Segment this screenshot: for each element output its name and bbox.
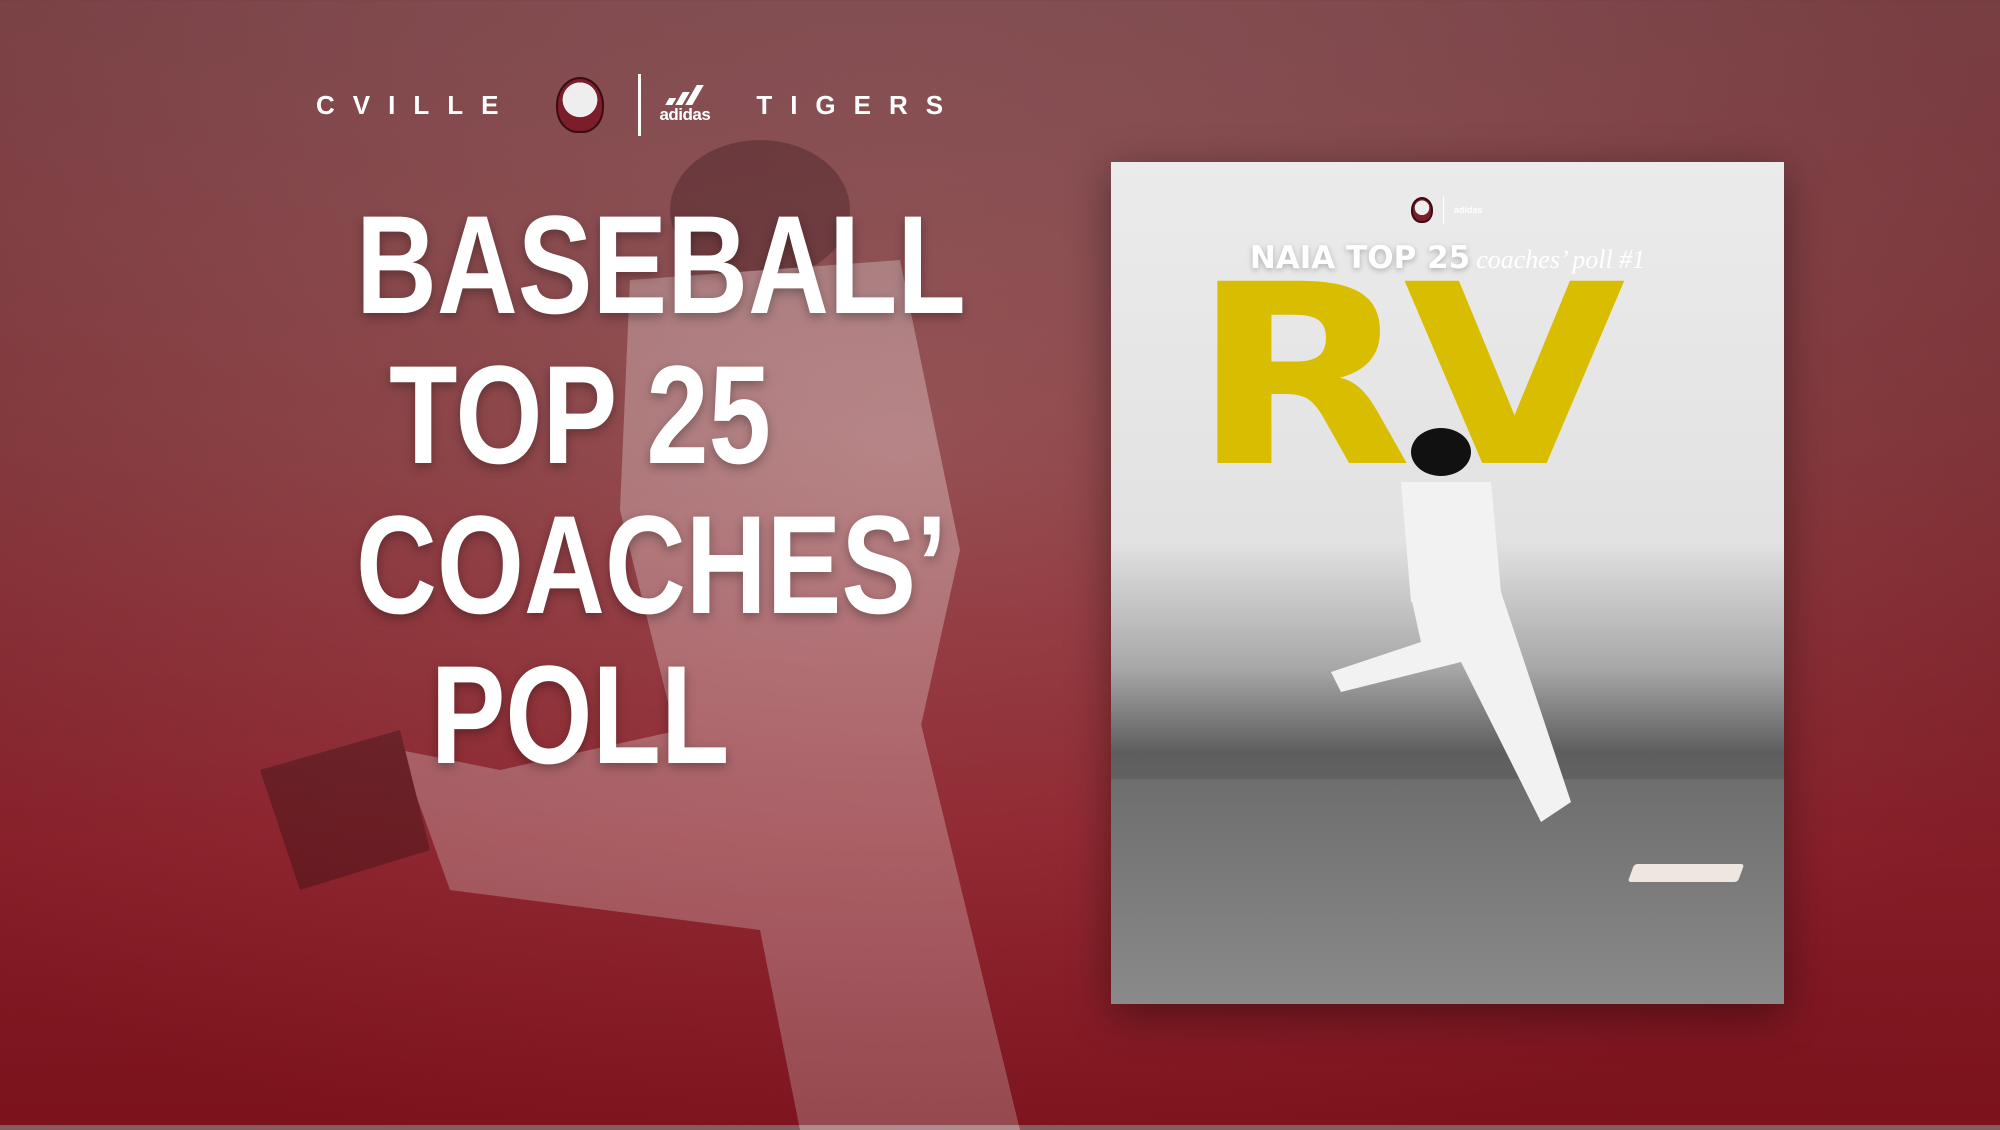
headline-line: COACHES’	[356, 486, 948, 643]
headline-line: BASEBALL	[356, 186, 966, 343]
poll-graphic-card: adidas RV NAIA TOP 25 coaches’ poll #1	[1111, 162, 1784, 1004]
card-heading-bold: NAIA TOP 25	[1249, 240, 1471, 276]
card-heading-script: coaches’ poll #1	[1476, 245, 1646, 274]
adidas-logo-icon: adidas	[1454, 205, 1483, 215]
divider	[638, 74, 642, 136]
headline: BASEBALL TOP 25 COACHES’ POLL	[356, 186, 966, 793]
card-heading: NAIA TOP 25 coaches’ poll #1	[1111, 240, 1784, 276]
adidas-logo-icon: adidas	[659, 85, 711, 125]
card-logos: adidas	[1411, 196, 1483, 224]
brand-header: CVILLE adidas TIGERS	[316, 50, 961, 160]
base	[1627, 864, 1745, 882]
wordmark-cville: CVILLE	[316, 89, 517, 120]
rank-value: RV	[1191, 231, 1626, 522]
background-player-photo	[260, 140, 1020, 1130]
divider	[1443, 196, 1444, 224]
runner-player-photo	[1331, 428, 1571, 822]
headline-line: TOP 25	[389, 336, 771, 493]
adidas-wordmark: adidas	[659, 105, 711, 124]
tiger-logo-icon	[556, 77, 605, 133]
wordmark-tigers: TIGERS	[756, 89, 962, 120]
tiger-logo-icon	[1411, 197, 1433, 223]
headline-line: POLL	[430, 636, 730, 793]
baseball-field	[1111, 779, 1784, 1004]
